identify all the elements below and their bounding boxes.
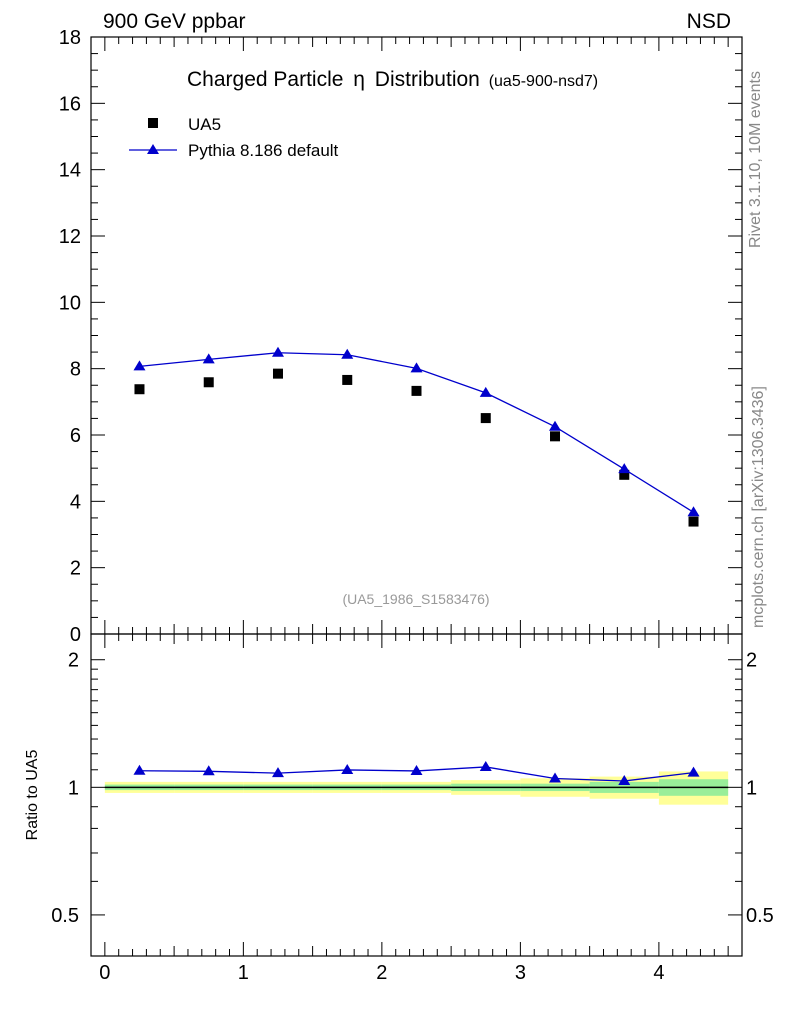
x-tick-label: 4: [653, 962, 664, 984]
ua5-data-point: [550, 431, 561, 442]
ratio-mc-point: [479, 760, 492, 771]
main-ticks: [91, 36, 742, 635]
side-text-top: Rivet 3.1.10, 10M events: [747, 71, 764, 248]
plot-title-tag: (ua5-900-nsd7): [489, 73, 598, 90]
mc-data-point: [549, 420, 562, 431]
ratio-mc-point: [549, 772, 562, 783]
header-right: NSD: [687, 10, 731, 33]
main-y-tick-label: 16: [59, 93, 81, 115]
ratio-mc-point: [202, 765, 215, 776]
side-text-bottom: mcplots.cern.ch [arXiv:1306.3436]: [750, 386, 767, 628]
x-tick-label: 2: [376, 962, 387, 984]
mc-data-point: [341, 348, 354, 359]
ratio-y-tick-label-right: 2: [746, 650, 757, 672]
ratio-y-tick-label: 1: [68, 777, 79, 799]
analysis-watermark: (UA5_1986_S1583476): [342, 591, 489, 607]
mc-data-point: [271, 346, 284, 357]
mc-data-point: [687, 506, 700, 517]
plot-title-symbol: η: [353, 68, 365, 91]
ratio-mc-point: [410, 764, 423, 775]
legend-label-ua5: UA5: [188, 115, 221, 134]
mc-data-point: [479, 386, 492, 397]
mc-data-point: [202, 353, 215, 364]
x-tick-label: 0: [99, 962, 110, 984]
ua5-data-point: [688, 516, 699, 527]
ratio-mc-point: [133, 764, 146, 775]
ratio-data: [133, 760, 700, 785]
ua5-data-point: [203, 377, 214, 388]
x-tick-label: 3: [515, 962, 526, 984]
main-y-tick-label: 0: [70, 624, 81, 646]
ratio-mc-point: [618, 774, 631, 785]
plot-title: Charged Particle η Distribution (ua5-900…: [187, 68, 598, 91]
ratio-mc-point: [271, 767, 284, 778]
ua5-data-point: [272, 368, 283, 379]
ua5-data-point: [134, 384, 145, 395]
main-y-tick-label: 14: [59, 160, 81, 182]
ua5-data-point: [619, 469, 630, 480]
mc-data-point: [410, 362, 423, 373]
header-left: 900 GeV ppbar: [103, 10, 245, 33]
main-y-tick-labels: 0 2 4 6 8 10 12 14 16 18: [59, 27, 81, 646]
main-y-tick-label: 12: [59, 226, 81, 248]
main-y-tick-label: 4: [70, 491, 81, 513]
ratio-mc-point: [687, 766, 700, 777]
main-y-tick-label: 2: [70, 558, 81, 580]
main-y-tick-label: 8: [70, 359, 81, 381]
ratio-plot-frame: [90, 633, 743, 957]
plot-title-main: Charged Particle: [187, 68, 343, 91]
main-y-tick-label: 6: [70, 425, 81, 447]
main-y-tick-label: 18: [59, 27, 81, 49]
ratio-y-tick-labels-right: 0.5 1 2: [746, 650, 774, 927]
ratio-y-tick-label-right: 1: [746, 777, 757, 799]
main-y-tick-label: 10: [59, 292, 81, 314]
ratio-ticks: [91, 634, 742, 957]
ratio-y-tick-labels: 0.5 1 2: [51, 650, 79, 927]
ua5-data-point: [480, 413, 491, 424]
legend-marker-mc: [147, 144, 159, 154]
mc-data-point: [133, 360, 146, 371]
x-tick-label: 1: [238, 962, 249, 984]
legend: UA5 Pythia 8.186 default: [129, 115, 339, 160]
mc-line: [139, 352, 694, 513]
main-data: [133, 346, 700, 527]
x-tick-labels: 0 1 2 3 4: [99, 962, 664, 984]
ratio-y-tick-label-right: 0.5: [746, 905, 774, 927]
ua5-data-point: [411, 385, 422, 396]
mc-data-point: [618, 463, 631, 474]
legend-label-mc: Pythia 8.186 default: [188, 141, 339, 160]
ratio-y-tick-label: 2: [68, 650, 79, 672]
ratio-mc-point: [341, 763, 354, 774]
ratio-y-axis-label: Ratio to UA5: [24, 750, 41, 841]
plot-title-suffix: Distribution: [375, 68, 480, 91]
legend-marker-ua5: [148, 118, 158, 128]
ratio-y-tick-label: 0.5: [51, 905, 79, 927]
ratio-bands: [104, 771, 729, 805]
ua5-data-point: [342, 374, 353, 385]
